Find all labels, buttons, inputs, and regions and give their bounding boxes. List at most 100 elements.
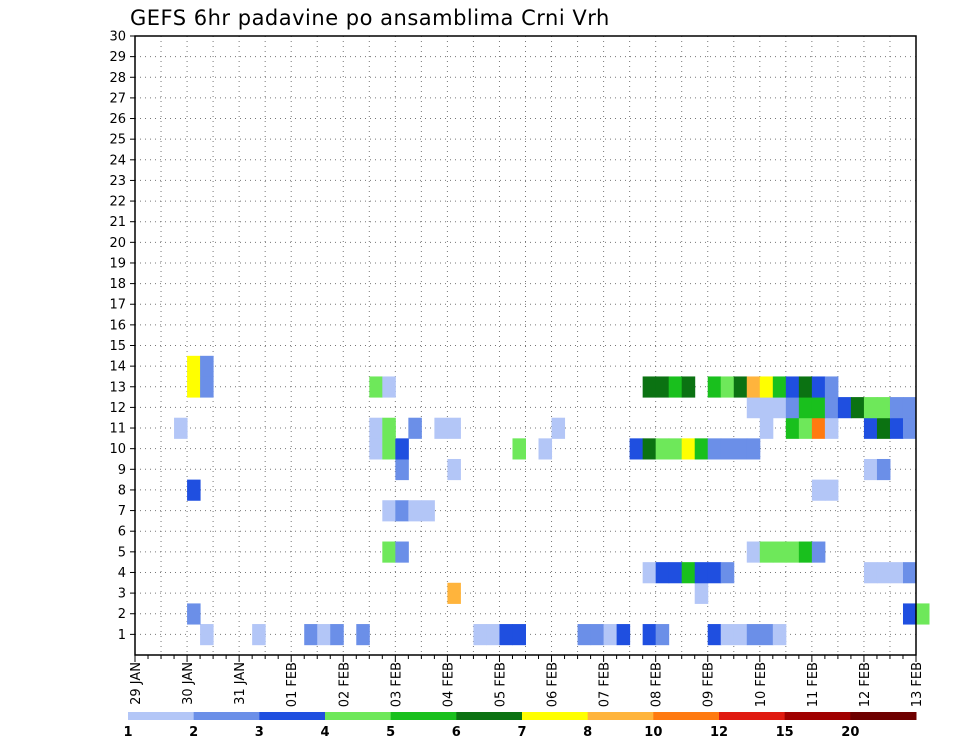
heatmap-cell [785,376,800,398]
heatmap-cell [551,417,566,439]
x-tick-label: 03 FEB [389,662,404,707]
heatmap-cell [681,562,696,584]
x-tick-label: 11 FEB [806,662,821,707]
heatmap-cell [876,458,891,481]
heatmap-cell [733,376,748,398]
heatmap-cell [798,541,813,563]
heatmap-cell [304,624,318,646]
heatmap-cell [174,417,188,439]
heatmap-cell [681,438,696,460]
x-tick-label: 07 FEB [598,662,613,707]
heatmap-cell [876,397,891,419]
heatmap-cell [759,376,774,398]
heatmap-cell [447,417,461,439]
colorbar-label: 6 [452,725,461,740]
heatmap-cell [408,500,422,522]
colorbar-swatch [522,712,589,720]
y-tick-label: 6 [118,525,126,540]
y-tick-label: 13 [109,380,126,395]
colorbar-swatch [390,712,457,720]
heatmap-cell [707,624,722,646]
heatmap-cell [759,624,774,646]
heatmap-cell [590,624,605,646]
x-tick-label: 04 FEB [441,662,456,707]
heatmap-cell [837,397,852,419]
heatmap-cell [694,582,709,604]
heatmap-cell [369,438,383,460]
heatmap-cell [187,603,201,625]
heatmap-cell [863,458,878,481]
heatmap-cell [200,624,214,646]
y-tick-label: 18 [109,277,126,292]
heatmap-cell [395,500,409,522]
heatmap-cell [889,397,904,419]
heatmap-cell [798,376,813,398]
y-tick-label: 7 [118,504,126,519]
heatmap-cell [746,397,761,419]
heatmap-cell [720,376,735,398]
heatmap-cell [772,541,787,563]
heatmap-cell [486,624,500,646]
heatmap-cell [395,438,409,460]
colorbar-swatch [719,712,786,720]
colorbar-label: 4 [320,725,329,740]
heatmap-cell [187,479,201,501]
y-tick-label: 30 [109,30,126,45]
heatmap-cell [720,438,735,460]
y-tick-label: 28 [109,71,126,86]
heatmap-cell [811,541,826,563]
x-tick-label: 09 FEB [702,662,717,707]
heatmap-cell [408,417,422,439]
y-tick-label: 10 [109,442,126,457]
y-tick-label: 9 [118,463,126,478]
heatmap-cell [746,624,761,646]
heatmap-cell [668,562,683,584]
colorbar-swatch [456,712,523,720]
heatmap-cell [382,500,396,522]
x-tick-label: 05 FEB [493,662,508,707]
heatmap-cell [798,417,813,439]
colorbar-swatch [325,712,392,720]
heatmap-cell [811,376,826,398]
x-tick-label: 30 JAN [181,662,196,705]
heatmap-cell [655,562,670,584]
colorbar-swatch [193,712,260,720]
heatmap-cell [785,541,800,563]
heatmap-cell [330,624,344,646]
heatmap-cell [447,458,461,481]
heatmap-cell [512,438,526,460]
heatmap-cell [616,624,631,646]
heatmap-cell [187,376,201,398]
x-tick-label: 08 FEB [650,662,665,707]
colorbar-label: 15 [776,725,794,740]
heatmap-cell [889,562,904,584]
heatmap-cell [512,624,526,646]
heatmap-cell [668,376,683,398]
y-tick-label: 16 [109,318,126,333]
heatmap-cell [655,624,670,646]
colorbar-swatch [587,712,654,720]
x-tick-label: 01 FEB [285,662,300,707]
heatmap-cell [824,479,839,501]
y-tick-label: 27 [109,91,126,106]
heatmap-cell [681,376,696,398]
heatmap-cell [785,397,800,419]
chart-title: GEFS 6hr padavine po ansamblima Crni Vrh [130,6,610,30]
heatmap-cell [811,397,826,419]
heatmap-cell [707,438,722,460]
colorbar-label: 2 [189,725,198,740]
heatmap-cell [916,603,930,625]
heatmap-cell [733,438,748,460]
heatmap-cell [746,438,761,460]
heatmap-cell [902,562,917,584]
heatmap-cell [902,397,917,419]
heatmap-cell [863,562,878,584]
heatmap-cell [746,376,761,398]
heatmap-cell [187,355,201,377]
colorbar-label: 12 [710,725,728,740]
heatmap-cell [889,417,904,439]
y-tick-label: 14 [109,360,126,375]
y-tick-label: 21 [109,215,126,230]
y-tick-label: 4 [118,566,126,581]
